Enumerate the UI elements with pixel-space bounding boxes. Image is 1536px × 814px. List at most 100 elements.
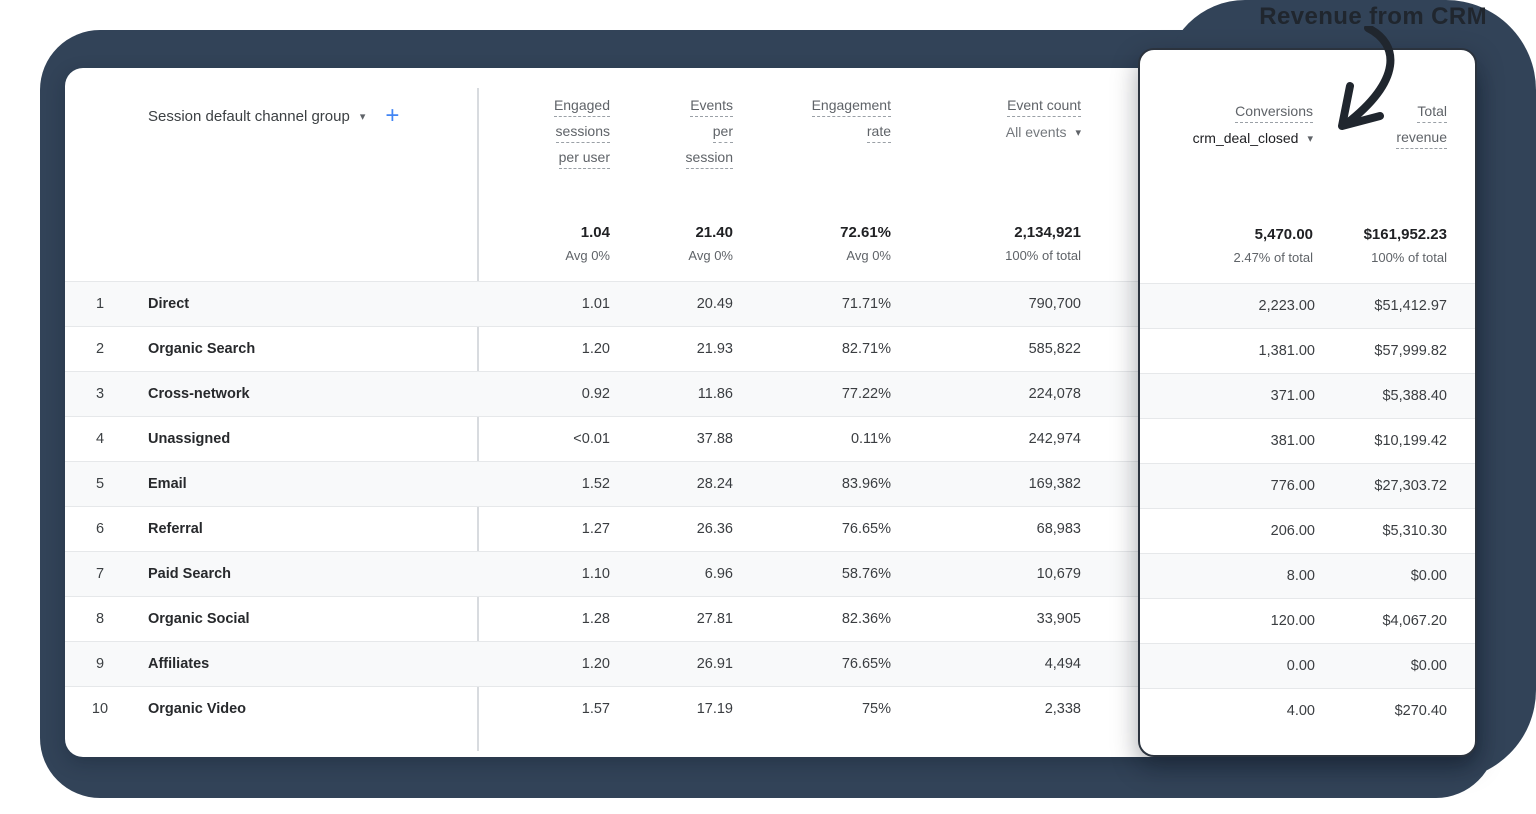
totals-value: 72.61% xyxy=(840,224,891,241)
chevron-down-icon: ▾ xyxy=(1075,126,1081,139)
conversions-value: 776.00 xyxy=(1270,478,1315,494)
conversions-value: 0.00 xyxy=(1286,658,1315,674)
totals-engagement-rate: 72.61% Avg 0% xyxy=(840,224,891,263)
total-revenue-value: $0.00 xyxy=(1410,658,1447,674)
column-header-total-revenue[interactable]: Total revenue xyxy=(1396,102,1447,154)
row-index: 7 xyxy=(95,566,105,582)
event-count-value: 790,700 xyxy=(1028,296,1081,312)
total-revenue-value: $10,199.42 xyxy=(1374,433,1447,449)
engagement-rate-value: 75% xyxy=(861,701,891,717)
column-header-line: rate xyxy=(866,122,891,143)
annotation-arrow-icon xyxy=(1338,26,1395,130)
conversions-value: 1,381.00 xyxy=(1258,343,1315,359)
add-dimension-button[interactable]: + xyxy=(385,102,400,129)
table-row-highlight: 2,223.00 $51,412.97 xyxy=(1140,283,1475,328)
totals-value: 1.04 xyxy=(580,224,610,241)
totals-row-highlight: 5,470.00 2.47% of total $161,952.23 100%… xyxy=(1140,212,1475,283)
table-row-highlight: 1,381.00 $57,999.82 xyxy=(1140,328,1475,373)
engaged-sessions-per-user-value: <0.01 xyxy=(573,431,610,447)
card-rows: 2,223.00 $51,412.97 1,381.00 $57,999.82 … xyxy=(1140,283,1475,733)
column-divider xyxy=(477,88,479,751)
table-row: 4 Unassigned <0.01 37.88 0.11% 242,974 xyxy=(65,416,1477,461)
engaged-sessions-per-user-value: 1.27 xyxy=(581,521,610,537)
event-count-filter[interactable]: All events ▾ xyxy=(1006,124,1081,140)
table-row: 10 Organic Video 1.57 17.19 75% 2,338 xyxy=(65,686,1477,731)
engagement-rate-value: 76.65% xyxy=(841,656,891,672)
totals-sub: 100% of total xyxy=(1005,248,1081,263)
total-revenue-value: $5,310.30 xyxy=(1382,523,1447,539)
row-index: 8 xyxy=(95,611,105,627)
event-count-value: 4,494 xyxy=(1044,656,1081,672)
total-revenue-value: $0.00 xyxy=(1410,568,1447,584)
dimension-label: Session default channel group xyxy=(148,107,350,125)
engagement-rate-value: 76.65% xyxy=(841,521,891,537)
channel-name: Referral xyxy=(148,521,203,537)
row-index: 4 xyxy=(95,431,105,447)
table-row-highlight: 0.00 $0.00 xyxy=(1140,643,1475,688)
table-row-highlight: 381.00 $10,199.42 xyxy=(1140,418,1475,463)
column-header-line: Event count xyxy=(1007,96,1081,117)
row-index: 9 xyxy=(95,656,105,672)
dimension-header[interactable]: Session default channel group ▾ + xyxy=(148,102,400,129)
highlight-card: Conversions crm_deal_closed ▾ Total reve… xyxy=(1138,48,1477,757)
column-header-line: per xyxy=(712,122,733,143)
engaged-sessions-per-user-value: 1.52 xyxy=(581,476,610,492)
table-row-highlight: 776.00 $27,303.72 xyxy=(1140,463,1475,508)
event-count-value: 224,078 xyxy=(1028,386,1081,402)
column-header-conversions[interactable]: Conversions crm_deal_closed ▾ xyxy=(1193,102,1313,146)
column-header-line: Events xyxy=(690,96,733,117)
event-count-value: 242,974 xyxy=(1028,431,1081,447)
engaged-sessions-per-user-value: 1.10 xyxy=(581,566,610,582)
column-header-engaged-sessions-per-user[interactable]: Engaged sessions per user xyxy=(553,96,610,174)
table-row-highlight: 4.00 $270.40 xyxy=(1140,688,1475,733)
events-per-session-value: 27.81 xyxy=(696,611,733,627)
row-index: 5 xyxy=(95,476,105,492)
channel-name: Paid Search xyxy=(148,566,232,582)
engaged-sessions-per-user-value: 1.57 xyxy=(581,701,610,717)
column-header-line: session xyxy=(685,148,733,169)
engagement-rate-value: 77.22% xyxy=(841,386,891,402)
conversions-value: 381.00 xyxy=(1270,433,1315,449)
totals-engaged-sessions-per-user: 1.04 Avg 0% xyxy=(565,224,610,263)
column-header-line: sessions xyxy=(555,122,610,143)
total-revenue-value: $27,303.72 xyxy=(1374,478,1447,494)
engaged-sessions-per-user-value: 1.20 xyxy=(581,656,610,672)
chevron-down-icon[interactable]: ▾ xyxy=(359,110,366,123)
channel-name: Affiliates xyxy=(148,656,210,672)
engagement-rate-value: 71.71% xyxy=(841,296,891,312)
totals-value: 2,134,921 xyxy=(1014,224,1081,241)
channel-name: Email xyxy=(148,476,187,492)
totals-sub: 100% of total xyxy=(1371,250,1447,265)
column-header-engagement-rate[interactable]: Engagement rate xyxy=(811,96,891,148)
engaged-sessions-per-user-value: 1.20 xyxy=(581,341,610,357)
column-header-line: revenue xyxy=(1396,128,1447,149)
totals-value: $161,952.23 xyxy=(1363,226,1447,243)
row-index: 3 xyxy=(95,386,105,402)
row-index: 6 xyxy=(95,521,105,537)
column-header-event-count[interactable]: Event count All events ▾ xyxy=(1006,96,1081,140)
channel-name: Organic Social xyxy=(148,611,250,627)
chevron-down-icon: ▾ xyxy=(1307,132,1313,145)
table-row: 6 Referral 1.27 26.36 76.65% 68,983 xyxy=(65,506,1477,551)
engagement-rate-value: 58.76% xyxy=(841,566,891,582)
totals-value: 5,470.00 xyxy=(1254,226,1313,243)
column-header-events-per-session[interactable]: Events per session xyxy=(685,96,733,174)
events-per-session-value: 28.24 xyxy=(696,476,733,492)
channel-name: Direct xyxy=(148,296,190,312)
annotation-revenue-from-crm: Revenue from CRM xyxy=(1259,3,1487,30)
column-header-line: Total xyxy=(1417,102,1447,123)
row-index: 2 xyxy=(95,341,105,357)
channel-name: Cross-network xyxy=(148,386,250,402)
conversions-value: 206.00 xyxy=(1270,523,1315,539)
events-per-session-value: 6.96 xyxy=(704,566,733,582)
events-per-session-value: 17.19 xyxy=(696,701,733,717)
conversions-event-filter[interactable]: crm_deal_closed ▾ xyxy=(1193,130,1313,146)
event-count-value: 68,983 xyxy=(1036,521,1081,537)
conversions-value: 2,223.00 xyxy=(1258,298,1315,314)
events-per-session-value: 20.49 xyxy=(696,296,733,312)
row-index: 1 xyxy=(95,296,105,312)
event-count-value: 2,338 xyxy=(1044,701,1081,717)
event-count-value: 10,679 xyxy=(1036,566,1081,582)
event-count-value: 169,382 xyxy=(1028,476,1081,492)
table-row: 2 Organic Search 1.20 21.93 82.71% 585,8… xyxy=(65,326,1477,371)
